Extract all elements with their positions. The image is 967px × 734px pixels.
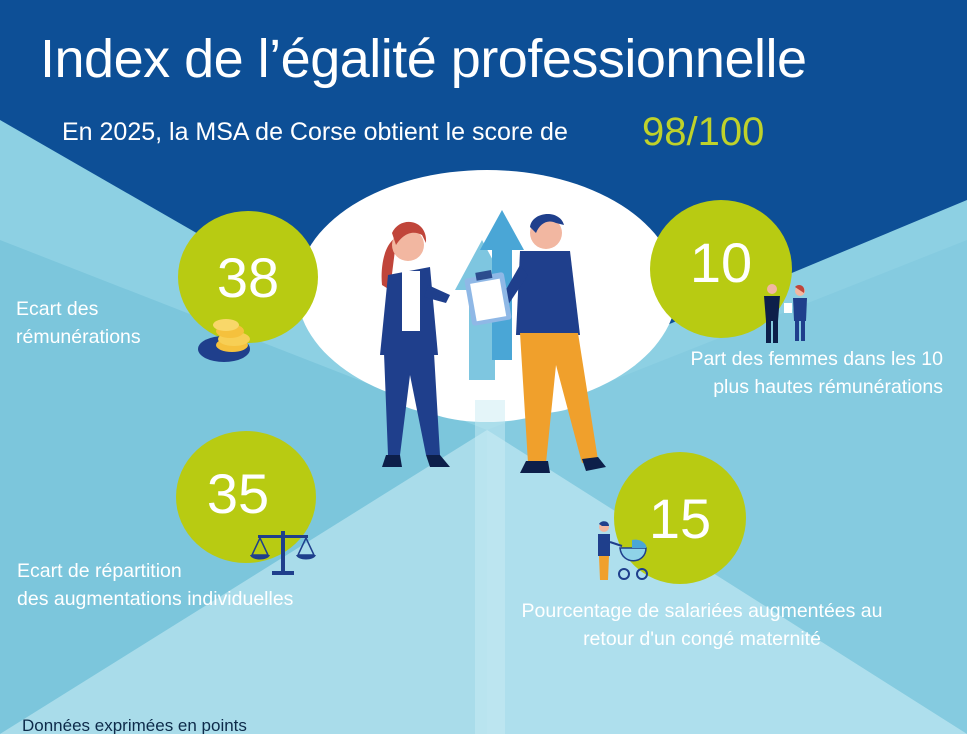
indicator-circle-remunerations: 38 [178, 211, 318, 343]
indicator-circle-augmentations: 35 [176, 431, 316, 563]
footnote: Données exprimées en points [22, 716, 247, 734]
business-people-icon [764, 284, 807, 343]
indicator-label-remunerations: Ecart des rémunérations [16, 298, 141, 348]
woman-figure [380, 221, 450, 467]
indicator-circle-conge-maternite: 15 [614, 452, 746, 584]
indicator-circle-hautes-remunerations: 10 [650, 200, 792, 338]
indicator-label-conge-maternite: Pourcentage de salariées augmentées au r… [521, 600, 883, 650]
balance-scale-icon [250, 531, 316, 575]
indicator-value: 35 [206, 461, 270, 525]
indicator-value: 15 [648, 486, 712, 550]
total-score: 98/100 [642, 110, 765, 154]
man-figure [500, 213, 606, 473]
woman-man-clipboard-illustration [380, 213, 606, 473]
page-title: Index de l’égalité professionnelle [40, 29, 807, 89]
indicator-label-augmentations: Ecart de répartition des augmentations i… [17, 560, 294, 610]
subtitle: En 2025, la MSA de Corse obtient le scor… [62, 118, 568, 146]
indicator-value: 10 [689, 230, 753, 294]
clipboard-icon [464, 270, 512, 326]
indicator-value: 38 [216, 245, 280, 309]
indicator-label-hautes-remunerations: Part des femmes dans les 10 plus hautes … [690, 348, 943, 398]
stroller-icon [598, 521, 648, 580]
coins-icon [198, 319, 250, 362]
